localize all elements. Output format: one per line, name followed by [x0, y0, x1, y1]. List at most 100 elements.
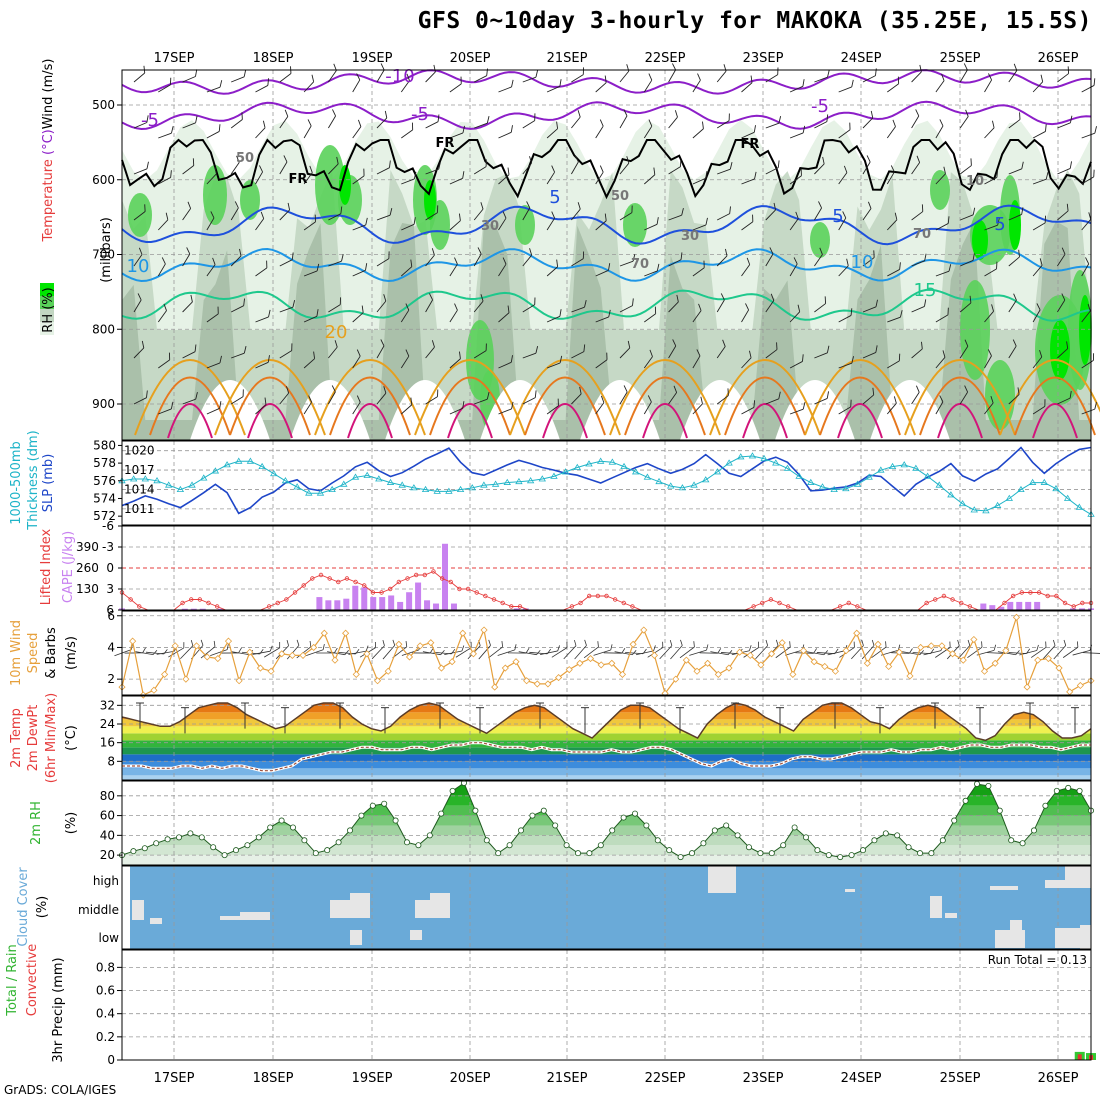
wind-barb-shaft: [498, 312, 510, 323]
rh2m-marker: [723, 822, 730, 829]
wind-barb-flag: [919, 64, 922, 73]
wind10-barb-shaft: [923, 650, 942, 656]
rh2m-marker: [312, 850, 319, 857]
lifted-marker: [846, 600, 851, 606]
wind-label-speed-part: Speed: [26, 633, 41, 674]
rh2m-band: [122, 855, 1091, 865]
rh-blob-bright: [1050, 320, 1070, 380]
temp2m-label-minmax: (6hr Min/Max): [44, 693, 59, 783]
wind-barb: [352, 119, 362, 139]
wind10-barb-flag: [286, 640, 289, 646]
temp-contour-30: [447, 403, 493, 439]
wind-tick-label: 4: [107, 640, 115, 654]
wind-barb: [449, 257, 458, 277]
wind-barb-shaft: [231, 76, 245, 83]
contour-label: FR: [289, 172, 308, 187]
cape-bar: [343, 598, 350, 610]
wind-barb: [643, 395, 652, 415]
cloud-cell: [132, 900, 144, 920]
wind10-barb-shaft: [871, 646, 887, 659]
wind-barb-flag: [307, 119, 312, 127]
wind-barb-shaft: [959, 165, 972, 175]
wind-barb-flag: [915, 385, 920, 393]
wind-barb-shaft: [571, 306, 585, 313]
wind10-marker: [373, 677, 382, 685]
thickness-marker: [795, 472, 803, 479]
wind-barb: [133, 340, 145, 359]
date-label-top: 21SEP: [547, 51, 588, 66]
wind-barb: [741, 257, 751, 277]
wind10-barb-shaft: [743, 647, 759, 658]
cloud-row-label: low: [99, 931, 120, 945]
rh-blob: [240, 180, 260, 220]
wind10-barb-shaft: [902, 651, 920, 656]
wind-barb-flag: [413, 171, 417, 180]
wind-barb-shaft: [230, 207, 239, 221]
wind-barb-shaft: [182, 253, 191, 267]
wind-barb-shaft: [692, 355, 701, 369]
lifted-marker: [933, 597, 938, 602]
wind-barb-shaft: [1057, 210, 1069, 221]
wind10-barb-shaft: [114, 649, 132, 657]
rh-blob: [960, 280, 990, 380]
date-label-top: 23SEP: [743, 51, 784, 66]
thickness-marker: [573, 463, 582, 470]
wind10-barb-flag: [748, 645, 752, 651]
wind-barb: [668, 110, 678, 129]
wind-barb-flag: [972, 253, 975, 261]
wind-barb: [668, 294, 679, 313]
wind-barb-flag: [777, 67, 779, 75]
thickness-marker: [235, 457, 243, 464]
wind10-marker: [544, 680, 552, 688]
wind-tick-label: 6: [107, 609, 115, 623]
wind-barb-shaft: [1008, 300, 1017, 313]
wind-barb-shaft: [765, 167, 779, 175]
cloud-cell: [220, 916, 240, 920]
rh2m-marker: [871, 837, 878, 844]
wind10-barb-shaft: [574, 645, 587, 660]
wind-barb: [765, 160, 780, 175]
wind10-marker: [459, 629, 467, 637]
precip-tick-label: 0: [107, 1053, 115, 1067]
wind10-marker: [1044, 654, 1052, 663]
thickness-marker: [620, 462, 628, 470]
wind10-marker: [757, 661, 765, 669]
wind-barb: [668, 63, 677, 83]
wind-barb-flag: [1087, 304, 1091, 312]
wind-barb: [425, 248, 435, 267]
wind-barb: [887, 76, 900, 93]
wind-barb-flag: [557, 398, 559, 406]
wind-barb-shaft: [158, 177, 171, 185]
wind-barb-flag: [824, 296, 827, 304]
lifted-tick-label: -6: [102, 519, 114, 533]
temp-contour-20: [609, 359, 721, 436]
wind-barb-shaft: [935, 80, 945, 93]
wind10-marker: [917, 643, 925, 652]
wind-barb: [474, 392, 490, 405]
temp-contour-30: [167, 403, 213, 439]
wind-barb-flag: [1045, 172, 1049, 180]
wind10-barb: [574, 639, 587, 660]
wind10-barb-flag: [632, 650, 637, 655]
wind-barb-shaft: [473, 253, 482, 267]
wind-barb-shaft: [935, 173, 946, 185]
wind-barb-shaft: [1057, 397, 1071, 405]
thickness-marker: [596, 457, 605, 464]
wind-barb-flag: [389, 208, 393, 216]
wind-barb-shaft: [401, 404, 413, 415]
wind-barb: [546, 398, 559, 415]
temp-contour-25: [329, 376, 411, 436]
thickness-marker: [293, 483, 301, 490]
wind-barb-flag: [849, 122, 851, 130]
wind-barb: [814, 201, 822, 221]
wind-barb-flag: [406, 73, 410, 81]
wind-barb: [425, 293, 434, 313]
thickness-marker: [164, 481, 173, 488]
wind-barb: [546, 79, 562, 93]
wind10-marker: [363, 650, 371, 658]
wind-barb-flag: [534, 297, 536, 305]
wind-barb-flag: [1069, 161, 1073, 169]
wind-barb-flag: [697, 73, 701, 81]
wind10-barb-flag: [861, 639, 864, 646]
wind-barb: [522, 201, 531, 221]
